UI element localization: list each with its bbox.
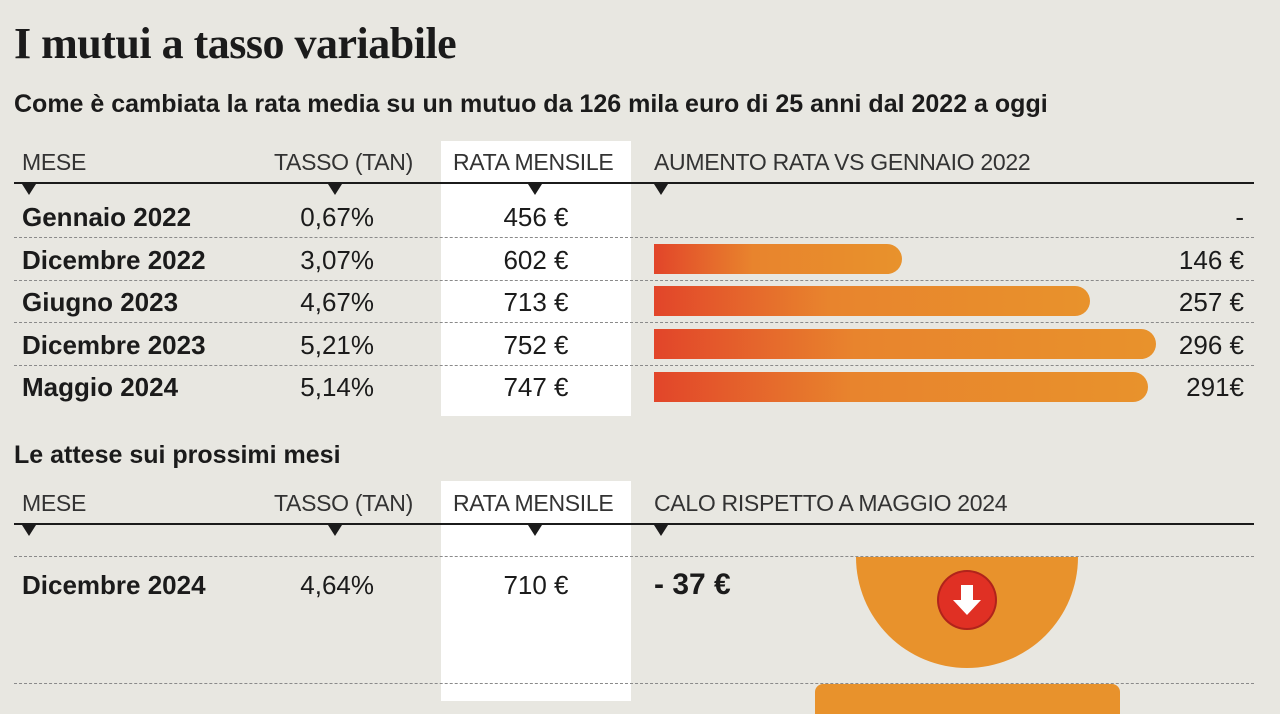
header-calo: CALO RISPETTO A MAGGIO 2024 — [654, 490, 1008, 516]
row-divider — [14, 556, 1254, 557]
row-mese: Dicembre 2023 — [22, 330, 206, 360]
bar-dicembre-2023 — [654, 329, 1156, 359]
arrow-down-icon — [953, 585, 981, 615]
bar-value-label: 257 € — [1178, 287, 1244, 317]
row-rata: 456 € — [503, 202, 569, 232]
rata-column-highlight-2 — [441, 481, 631, 701]
row-tasso: 4,64% — [300, 570, 374, 600]
header-rata: RATA MENSILE — [453, 490, 614, 516]
row-mese: Maggio 2024 — [22, 372, 179, 402]
row-tasso: 0,67% — [300, 202, 374, 232]
calo-value: - 37 € — [654, 568, 731, 601]
row-tasso: 4,67% — [300, 287, 374, 317]
bar-value-label: - — [1235, 202, 1244, 232]
page-subtitle: Come è cambiata la rata media su un mutu… — [14, 90, 1048, 118]
header-tasso: TASSO (TAN) — [274, 149, 413, 175]
bar-maggio-2024 — [654, 372, 1148, 402]
triangle-down-icon — [654, 525, 668, 536]
arrow-down-circle-icon — [939, 572, 995, 628]
row-divider — [14, 683, 1254, 684]
header-mese: MESE — [22, 490, 86, 516]
bar-value-label: 296 € — [1178, 330, 1244, 360]
section-title: Le attese sui prossimi mesi — [14, 441, 341, 469]
row-mese: Gennaio 2022 — [22, 202, 192, 232]
row-rata: 747 € — [503, 372, 569, 402]
header-aumento: AUMENTO RATA VS GENNAIO 2022 — [654, 149, 1031, 175]
bar-dicembre-2022 — [654, 244, 902, 274]
triangle-down-icon — [654, 184, 668, 195]
row-mese: Dicembre 2024 — [22, 570, 206, 600]
row-divider — [14, 322, 1254, 323]
bar-value-label: 146 € — [1178, 245, 1244, 275]
header-rule — [14, 182, 1254, 184]
triangle-down-icon — [528, 525, 542, 536]
row-rata: 752 € — [503, 330, 569, 360]
triangle-down-icon — [22, 525, 36, 536]
header-rule — [14, 523, 1254, 525]
decorative-bottom-shape — [815, 684, 1120, 714]
triangle-down-icon — [328, 184, 342, 195]
row-tasso: 3,07% — [300, 245, 374, 275]
row-mese: Giugno 2023 — [22, 287, 179, 317]
triangle-down-icon — [528, 184, 542, 195]
bar-giugno-2023 — [654, 286, 1090, 316]
triangle-down-icon — [328, 525, 342, 536]
row-rata: 602 € — [503, 245, 569, 275]
row-divider — [14, 237, 1254, 238]
page-title: I mutui a tasso variabile — [14, 19, 457, 68]
header-tasso: TASSO (TAN) — [274, 490, 413, 516]
row-tasso: 5,21% — [300, 330, 374, 360]
row-tasso: 5,14% — [300, 372, 374, 402]
row-mese: Dicembre 2022 — [22, 245, 206, 275]
header-mese: MESE — [22, 149, 86, 175]
row-divider — [14, 280, 1254, 281]
bar-value-label: 291€ — [1186, 372, 1244, 402]
header-rata: RATA MENSILE — [453, 149, 614, 175]
triangle-down-icon — [22, 184, 36, 195]
row-rata: 710 € — [503, 570, 569, 600]
row-rata: 713 € — [503, 287, 569, 317]
row-divider — [14, 365, 1254, 366]
